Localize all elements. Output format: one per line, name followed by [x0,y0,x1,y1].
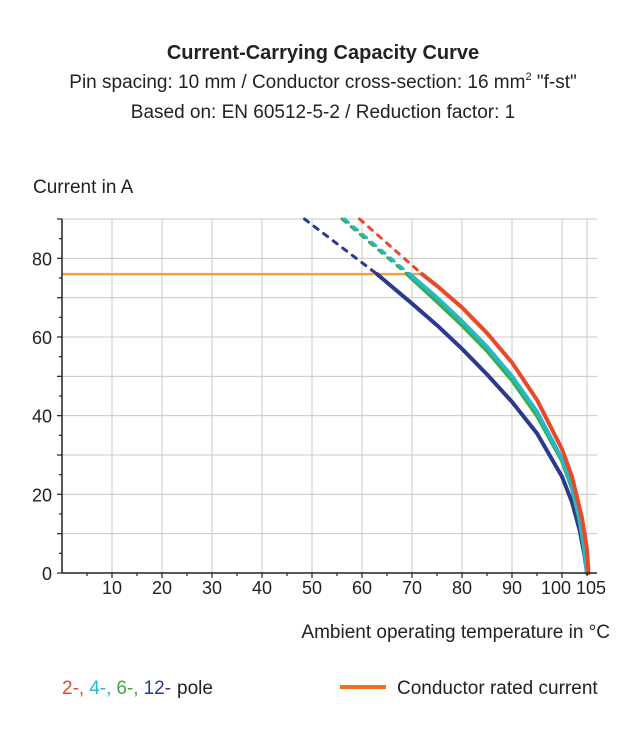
series-2-pole-extrapolation [358,217,424,276]
x-tick-labels: 10 20 30 40 50 60 70 80 90 100 105 [102,578,606,598]
axes [57,218,597,578]
series-12-pole-extrapolation [303,217,379,276]
y-tick-labels: 0 20 40 60 80 [32,249,52,584]
chart-subtitle-2: Based on: EN 60512-5-2 / Reduction facto… [131,102,515,123]
y-tick-label: 60 [32,328,52,348]
legend-pole-suffix: pole [177,678,213,699]
series-layer [303,217,591,575]
chart-subtitle-1-sup: 2 [525,71,531,83]
x-tick-label: 80 [452,578,472,598]
x-tick-label: 100 [541,578,571,598]
x-tick-label: 105 [576,578,606,598]
series-12-pole-curve [375,272,589,575]
rated-current-legend-label: Conductor rated current [397,678,598,699]
y-tick-label: 40 [32,407,52,427]
x-tick-label: 50 [302,578,322,598]
legend-pole-12: 12- [144,678,171,699]
x-axis-label: Ambient operating temperature in °C [301,622,610,643]
chart-title: Current-Carrying Capacity Curve [167,42,479,64]
chart-subtitle-1-tail: "f-st" [532,72,577,93]
series-6-pole-extrapolation [340,217,409,276]
series-2-pole-curve [420,272,591,575]
x-tick-label: 90 [502,578,522,598]
legend-pole-2: 2-, [62,678,84,699]
chart-subtitle-1: Pin spacing: 10 mm / Conductor cross-sec… [69,71,576,93]
x-tick-label: 20 [152,578,172,598]
x-tick-label: 70 [402,578,422,598]
legend: 2-, 4-, 6-, 12- pole Conductor rated current [62,678,598,699]
grid [62,218,597,573]
legend-pole-6: 6-, [116,678,138,699]
chart-subtitle-1-main: Pin spacing: 10 mm / Conductor cross-sec… [69,72,525,93]
series-4-pole-extrapolation [343,217,411,276]
x-tick-label: 30 [202,578,222,598]
y-tick-label: 80 [32,249,52,269]
x-tick-label: 60 [352,578,372,598]
pole-legend: 2-, 4-, 6-, 12- pole [62,678,213,699]
x-tick-label: 10 [102,578,122,598]
y-axis-label: Current in A [33,177,134,198]
y-tick-label: 0 [42,564,52,584]
legend-pole-4: 4-, [89,678,111,699]
series-6-pole-curve [405,272,589,575]
y-tick-label: 20 [32,485,52,505]
x-tick-label: 40 [252,578,272,598]
series-4-pole-curve [407,272,589,575]
